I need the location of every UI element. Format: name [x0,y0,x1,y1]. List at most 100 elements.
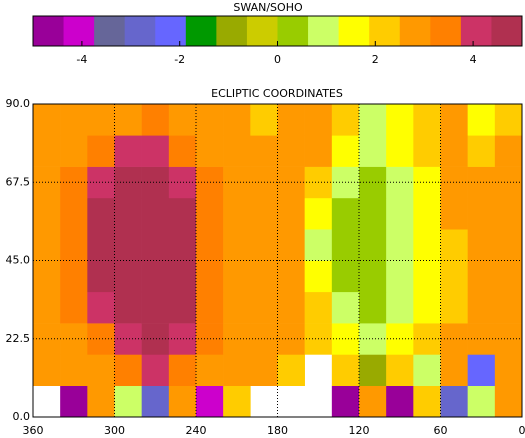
heat-cell [440,354,468,386]
heat-cell [33,104,61,136]
heat-cell [386,104,414,136]
plot-frame [32,103,523,418]
colorbar-swatch [185,16,217,46]
heat-cell [331,354,360,386]
heat-cell [223,260,251,293]
heat-cell [413,260,441,293]
heat-cell [386,135,414,167]
colorbar-swatch [369,16,401,46]
heat-cell [277,104,305,136]
x-tick-label: 240 [186,424,207,437]
heat-cell [60,323,88,355]
heat-cell [413,385,441,418]
heat-cell [304,229,333,261]
heat-cell [114,166,142,199]
colorbar-swatch [246,16,278,46]
heat-cell [277,197,305,230]
heat-cell [386,291,414,324]
x-tick-label: 120 [349,424,370,437]
heat-cell [114,104,142,136]
colorbar-swatch [491,16,523,46]
heat-cell [141,197,170,230]
colorbar-swatch [277,16,309,46]
heat-cell [331,197,360,230]
heat-cell [141,385,170,418]
heat-cell [386,385,414,418]
heat-cell [440,323,468,355]
heat-cell [494,104,523,136]
heat-cell [60,135,88,167]
heat-cell [168,385,197,418]
heat-cell [33,197,61,230]
heat-cell [114,354,142,386]
heat-cell [467,197,496,230]
heat-cell [359,197,387,230]
colorbar-tick-label: 4 [470,53,477,66]
heat-cell [304,260,333,293]
heat-cell [168,260,197,293]
heat-cell [60,260,88,293]
heat-cell [250,135,278,167]
heat-cell [60,354,88,386]
heat-cell [87,104,115,136]
heat-cell [168,166,197,199]
heat-cell [331,385,360,418]
heat-cell [386,197,414,230]
heat-cell [196,260,224,293]
heat-cell [331,291,360,324]
heat-cell [440,229,468,261]
heat-cell [494,291,523,324]
heat-cell [467,135,496,167]
heat-cell [440,385,468,418]
heat-cell [494,354,523,386]
heat-cell [114,291,142,324]
heat-cell [114,323,142,355]
heat-cell [196,291,224,324]
colorbar-tick-label: -4 [76,53,87,66]
heat-cell [331,135,360,167]
heat-cell [304,291,333,324]
y-tick-label: 22.5 [6,332,31,345]
heat-cell [60,197,88,230]
colorbar-swatch [33,16,65,46]
heat-cell [277,354,305,386]
colorbar-swatch [338,16,370,46]
heat-cell [223,354,251,386]
heat-cell [331,229,360,261]
heat-cell [250,260,278,293]
heat-cell [440,260,468,293]
x-tick-label: 360 [23,424,44,437]
heat-cell [141,229,170,261]
heat-cell [359,104,387,136]
heat-cell [196,354,224,386]
heat-cell [196,229,224,261]
heat-cell [250,197,278,230]
heat-cell [168,229,197,261]
heat-cell [359,260,387,293]
x-tick-label: 300 [104,424,125,437]
heat-cell [494,323,523,355]
heat-cell [87,197,115,230]
heat-cell [223,104,251,136]
heat-cell [304,135,333,167]
heat-cell [250,104,278,136]
heat-cell [413,291,441,324]
heat-cell [196,166,224,199]
heat-cell [168,135,197,167]
y-tick-label: 90.0 [6,97,31,110]
heat-cell [467,354,496,386]
heat-cell [467,229,496,261]
heat-cell [168,323,197,355]
heat-cell [467,291,496,324]
heat-cell [277,260,305,293]
heat-cell [386,260,414,293]
chart-title: ECLIPTIC COORDINATES [211,87,343,100]
heat-cell [87,323,115,355]
heat-cell [359,291,387,324]
heat-cell [223,385,251,418]
heat-cell [304,197,333,230]
heat-cell [494,385,523,418]
heat-cell [141,104,170,136]
heat-cell [60,229,88,261]
heat-cell [413,354,441,386]
